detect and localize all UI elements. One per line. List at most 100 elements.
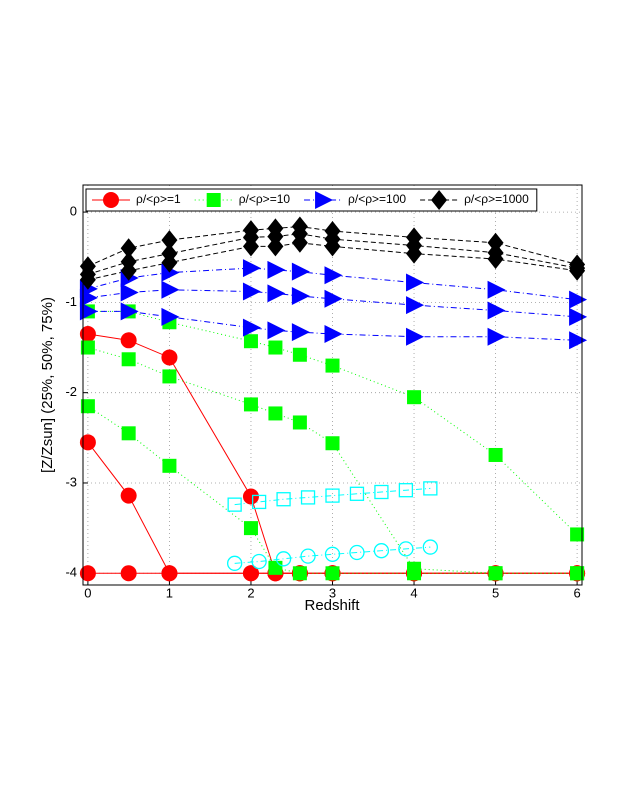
marker: [242, 282, 261, 301]
marker: [120, 302, 139, 321]
marker: [80, 340, 95, 355]
x-tick-label: 4: [410, 585, 417, 600]
marker: [325, 436, 340, 451]
marker: [120, 283, 139, 302]
marker: [407, 566, 422, 581]
marker: [349, 486, 365, 501]
marker: [268, 560, 283, 575]
marker: [161, 230, 178, 251]
marker: [407, 390, 422, 405]
marker: [161, 252, 178, 273]
marker: [291, 232, 308, 253]
marker: [161, 280, 180, 299]
marker: [243, 397, 258, 412]
marker: [267, 236, 284, 257]
marker: [251, 494, 267, 510]
y-tick-label: -1: [65, 294, 77, 309]
plot-frame: [82, 184, 583, 586]
legend-label: ρ/<ρ>=100: [348, 192, 406, 206]
marker: [315, 191, 334, 209]
marker: [488, 447, 503, 462]
marker: [324, 324, 343, 343]
series-line: [87, 347, 578, 574]
marker: [300, 548, 316, 564]
marker: [275, 551, 292, 567]
marker: [292, 566, 307, 581]
marker: [227, 555, 243, 571]
series-line: [87, 310, 578, 535]
marker: [243, 521, 258, 536]
marker: [487, 301, 506, 320]
marker: [162, 369, 177, 384]
series-line: [87, 310, 578, 341]
marker: [242, 236, 259, 257]
x-axis-label: Redshift: [304, 597, 360, 614]
marker: [487, 280, 506, 299]
marker: [80, 399, 95, 414]
marker: [267, 321, 286, 340]
series-line: [87, 226, 578, 267]
y-tick-label: -3: [65, 474, 77, 489]
marker: [291, 287, 310, 306]
marker: [487, 327, 506, 346]
marker: [569, 307, 588, 326]
marker: [569, 290, 588, 309]
marker: [373, 543, 390, 559]
marker: [570, 566, 585, 581]
marker: [161, 349, 178, 366]
x-tick-label: 5: [492, 585, 499, 600]
marker: [161, 565, 178, 582]
marker: [79, 325, 96, 342]
marker: [268, 340, 283, 355]
marker: [161, 307, 180, 326]
legend-label: ρ/<ρ>=1000: [464, 192, 529, 206]
marker: [267, 284, 286, 303]
legend-label: ρ/<ρ>=10: [239, 192, 291, 206]
marker: [398, 541, 414, 557]
legend-box: [85, 188, 538, 212]
marker: [324, 236, 341, 257]
marker: [325, 566, 340, 581]
marker: [324, 289, 343, 308]
marker: [120, 260, 137, 281]
series-line: [87, 242, 578, 281]
marker: [242, 318, 261, 337]
series-line: [87, 267, 578, 301]
marker: [487, 249, 504, 270]
y-axis-label: [Z/Zsun] (25%, 50%, 75%): [39, 297, 56, 473]
marker: [79, 565, 96, 582]
x-tick-label: 2: [247, 585, 254, 600]
marker: [79, 302, 98, 321]
marker: [121, 426, 136, 441]
marker: [206, 193, 221, 207]
y-tick-label: -2: [65, 384, 77, 399]
marker: [267, 260, 286, 279]
y-tick-label: -4: [65, 565, 77, 580]
marker: [423, 481, 438, 496]
marker: [292, 415, 307, 430]
marker: [242, 259, 261, 278]
y-tick-label: 0: [70, 204, 77, 219]
marker: [325, 358, 340, 373]
marker: [300, 490, 316, 505]
marker: [406, 273, 425, 292]
marker: [422, 539, 438, 555]
marker: [406, 243, 423, 264]
marker: [79, 434, 96, 451]
marker: [103, 192, 119, 208]
marker: [242, 488, 259, 505]
marker: [251, 553, 267, 570]
marker: [242, 565, 259, 582]
marker: [488, 566, 503, 581]
marker: [120, 238, 137, 259]
marker: [243, 334, 258, 349]
marker: [406, 296, 425, 315]
marker: [406, 327, 425, 346]
marker: [292, 347, 307, 362]
marker: [121, 352, 136, 367]
x-tick-label: 6: [573, 585, 580, 600]
marker: [162, 458, 177, 473]
marker: [120, 565, 137, 582]
